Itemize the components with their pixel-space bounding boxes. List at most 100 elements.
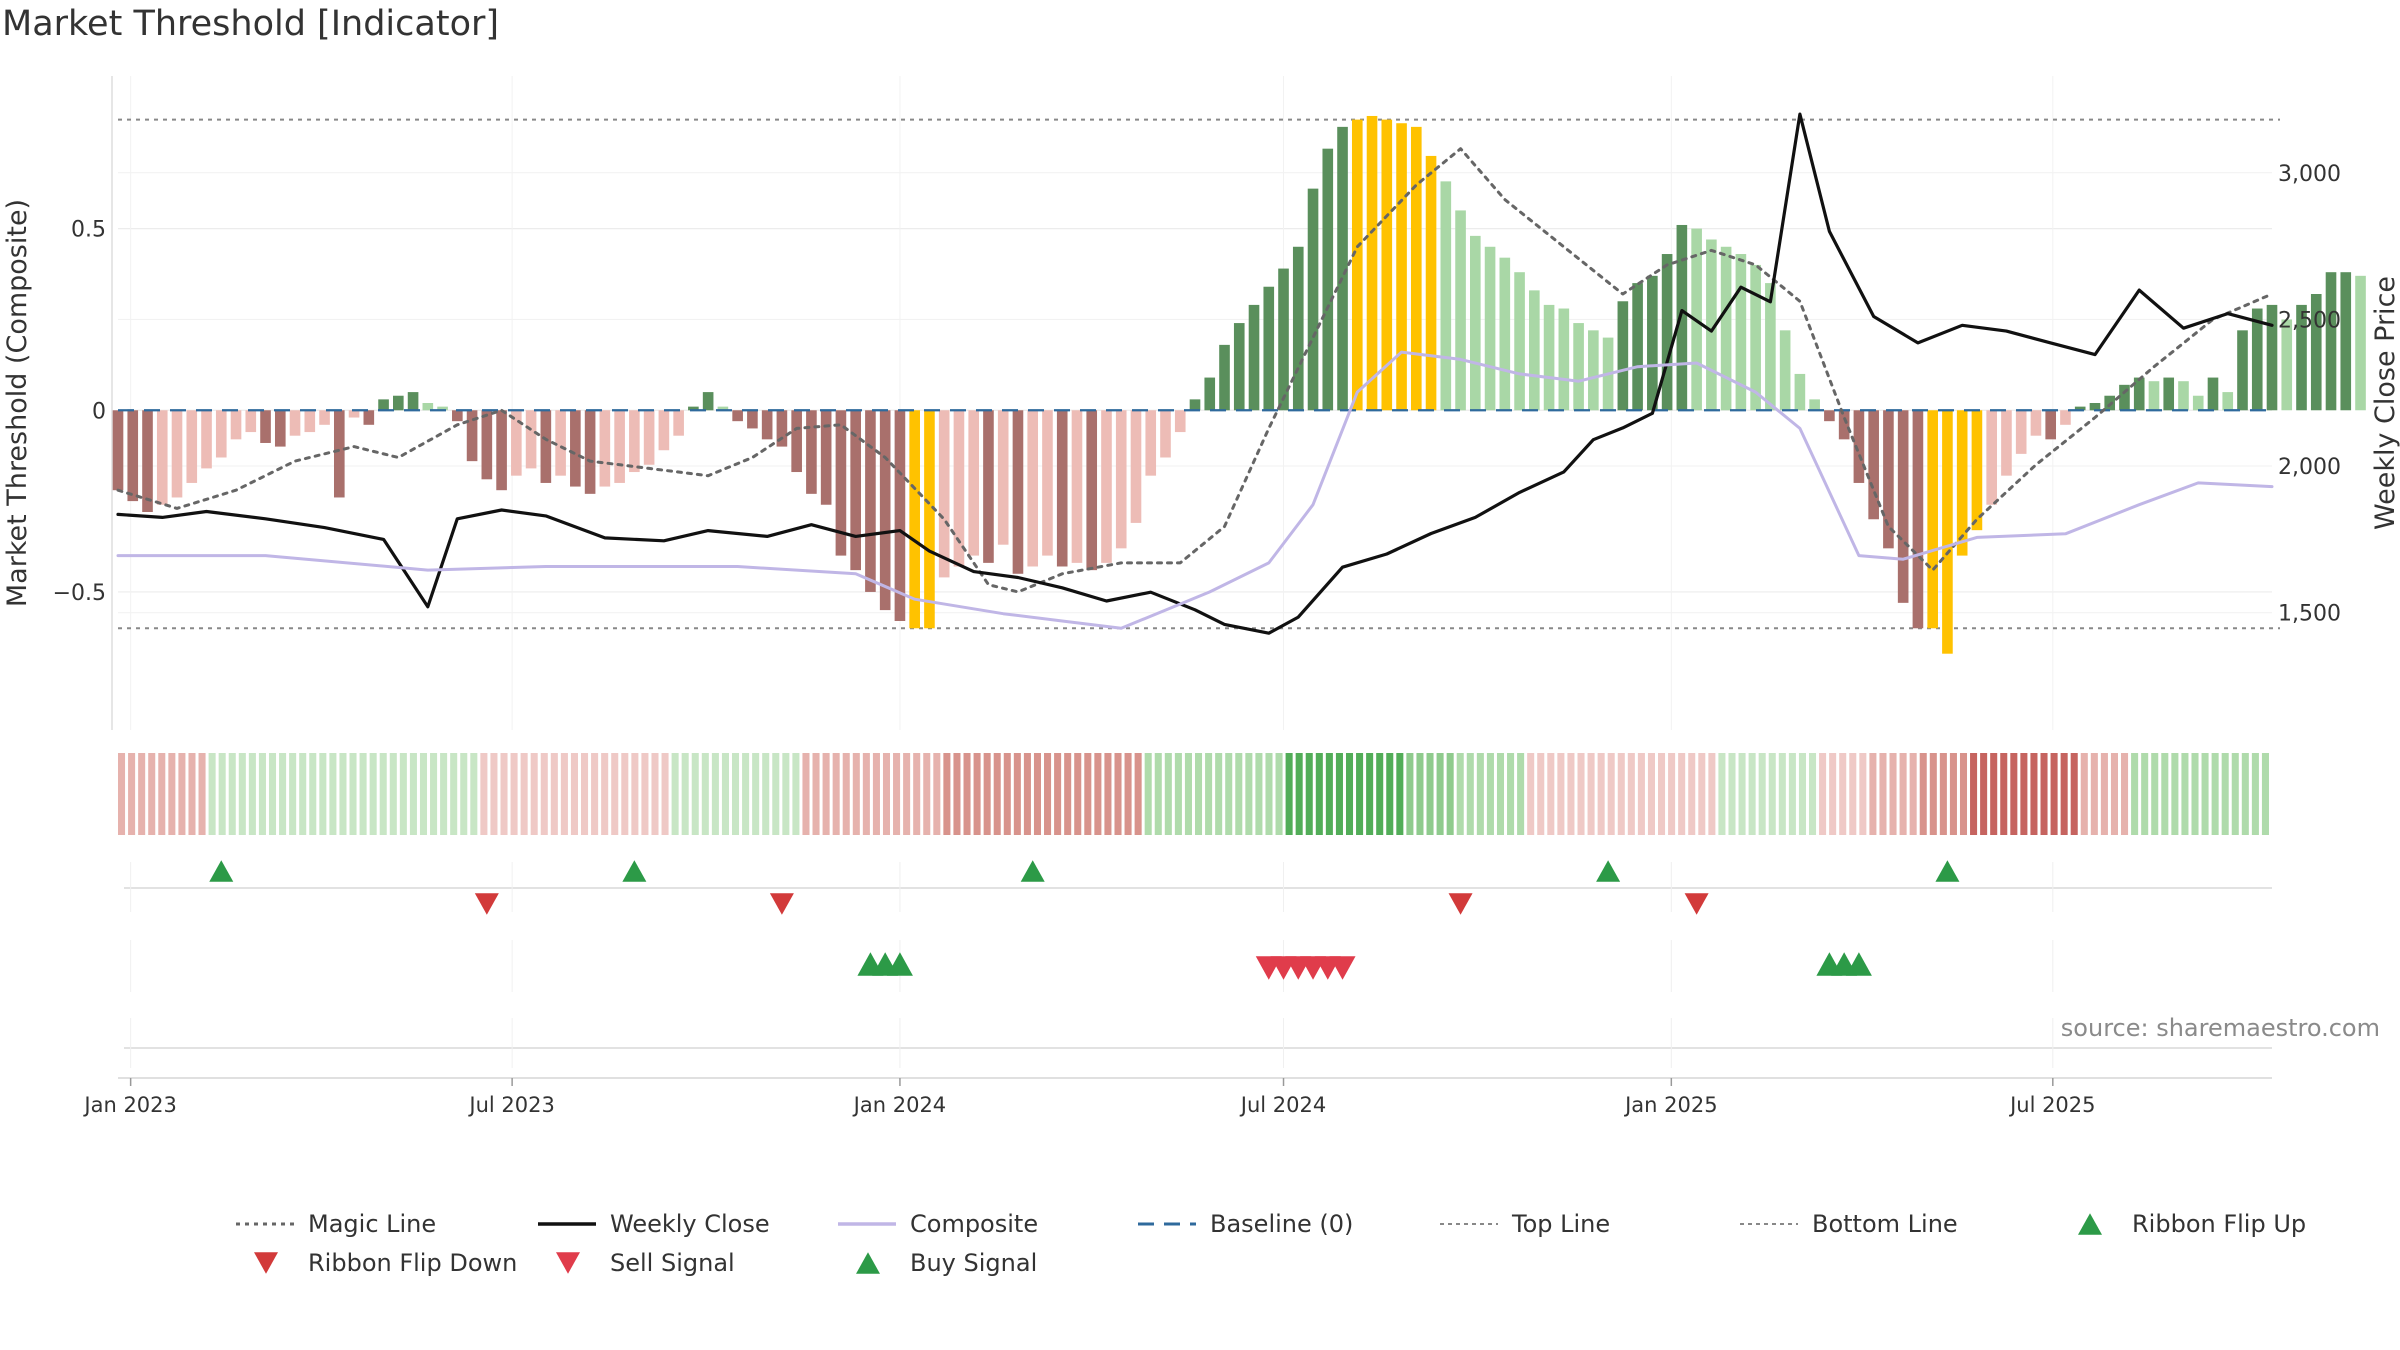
histogram-bar <box>2355 275 2366 411</box>
histogram-bar <box>1853 410 1865 483</box>
ribbon-cell <box>1778 753 1786 835</box>
ribbon-cell <box>2070 753 2078 835</box>
ribbon-cell <box>1205 753 1213 835</box>
ribbon-cell <box>2080 753 2088 835</box>
ribbon-cell <box>1396 753 1404 835</box>
histogram-bar <box>2089 403 2101 411</box>
ribbon-cell <box>1708 753 1716 835</box>
y-right-tick-label: 2,000 <box>2278 455 2341 480</box>
ribbon-cell <box>1698 753 1706 835</box>
histogram-bar <box>1071 410 1083 563</box>
histogram-bar <box>407 392 419 411</box>
ribbon-cell <box>943 753 951 835</box>
ribbon-cell <box>1003 753 1011 835</box>
histogram-bar <box>1927 410 1938 629</box>
histogram-bar <box>2015 410 2027 454</box>
legend-label: Baseline (0) <box>1210 1210 1353 1238</box>
ribbon-cell <box>2050 753 2058 835</box>
legend-item: Top Line <box>1440 1210 1610 1238</box>
histogram-bar <box>156 410 168 505</box>
ribbon-cell <box>1456 753 1464 835</box>
ribbon-cell <box>611 753 619 835</box>
ribbon-cell <box>1134 753 1142 835</box>
ribbon-cell <box>1668 753 1676 835</box>
ribbon-cell <box>1406 753 1414 835</box>
ribbon-cell <box>1879 753 1887 835</box>
ribbon-cell <box>1486 753 1494 835</box>
ribbon-flip-down-marker <box>769 893 794 915</box>
histogram-bar <box>2030 410 2042 436</box>
histogram-bar <box>879 410 891 611</box>
ribbon-cell <box>1245 753 1253 835</box>
ribbon-cell <box>530 753 538 835</box>
y-left-tick-label: −0.5 <box>53 581 106 606</box>
y-right-tick-label: 2,500 <box>2278 308 2341 333</box>
ribbon-cell <box>1376 753 1384 835</box>
ribbon-cell <box>651 753 659 835</box>
histogram-bar <box>1868 410 1879 520</box>
histogram-bar <box>629 410 640 473</box>
histogram-bar <box>319 410 330 425</box>
histogram-bar <box>2192 395 2204 411</box>
histogram-bar <box>1086 410 1098 571</box>
ribbon-cell <box>1738 753 1746 835</box>
histogram-bar <box>1661 254 1673 411</box>
histogram-bar <box>1470 235 1481 411</box>
ribbon-cell <box>339 753 347 835</box>
y-left-tick-label: 0 <box>92 399 106 424</box>
ribbon-flip-down-marker <box>1448 893 1473 915</box>
legend-label: Ribbon Flip Up <box>2132 1210 2306 1238</box>
ribbon-cell <box>1869 753 1877 835</box>
histogram-bar <box>2045 410 2057 440</box>
series-line-weekly-close <box>116 112 2274 635</box>
source-credit: source: sharemaestro.com <box>2060 1014 2380 1042</box>
ribbon-cell <box>409 753 417 835</box>
ribbon-cell <box>1919 753 1927 835</box>
histogram-bar <box>186 410 198 483</box>
ribbon-cell <box>1195 753 1203 835</box>
histogram-bar <box>1971 410 1983 531</box>
histogram-bar <box>1396 123 1407 411</box>
ribbon-cell <box>1517 753 1525 835</box>
histogram-bar <box>938 410 950 578</box>
ribbon-cell <box>510 753 518 835</box>
histogram-bar <box>1366 115 1378 411</box>
x-tick-label: Jul 2025 <box>2008 1093 2095 1117</box>
histogram-bar <box>1558 308 1570 411</box>
ribbon-cell <box>2110 753 2118 835</box>
ribbon-cell <box>520 753 528 835</box>
ribbon-cell <box>1094 753 1102 835</box>
ribbon-cell <box>1627 753 1635 835</box>
histogram-bar <box>1706 239 1717 411</box>
histogram-bar <box>1337 126 1348 411</box>
ribbon-cell <box>862 753 870 835</box>
ribbon-cell <box>1295 753 1303 835</box>
ribbon-cell <box>309 753 317 835</box>
ribbon-cell <box>2241 753 2249 835</box>
ribbon-flip-up-marker <box>1596 860 1621 882</box>
legend-label: Top Line <box>1511 1210 1610 1238</box>
histogram-bar <box>673 410 684 436</box>
ribbon-cell <box>762 753 770 835</box>
histogram-bar <box>1676 224 1688 411</box>
ribbon-cell <box>2040 753 2048 835</box>
legend-item: Bottom Line <box>1740 1210 1958 1238</box>
histogram-bar <box>1632 283 1643 411</box>
ribbon-cell <box>1658 753 1666 835</box>
legend-label: Buy Signal <box>910 1249 1037 1277</box>
histogram-bar <box>1765 283 1776 411</box>
histogram-bar <box>688 406 699 411</box>
ribbon-cell <box>973 753 981 835</box>
ribbon-cell <box>1345 753 1354 835</box>
histogram-bar <box>1588 330 1599 411</box>
ribbon-cell <box>540 753 548 835</box>
legend-item: Ribbon Flip Down <box>254 1249 517 1277</box>
ribbon-cell <box>1990 753 1998 835</box>
histogram-bar <box>1012 410 1024 574</box>
series-line-composite <box>116 350 2274 630</box>
ribbon-cell <box>299 753 307 835</box>
ribbon-cell <box>1959 753 1968 835</box>
ribbon-cell <box>228 753 236 835</box>
histogram-bar <box>1263 286 1275 411</box>
histogram-bar <box>511 410 522 476</box>
